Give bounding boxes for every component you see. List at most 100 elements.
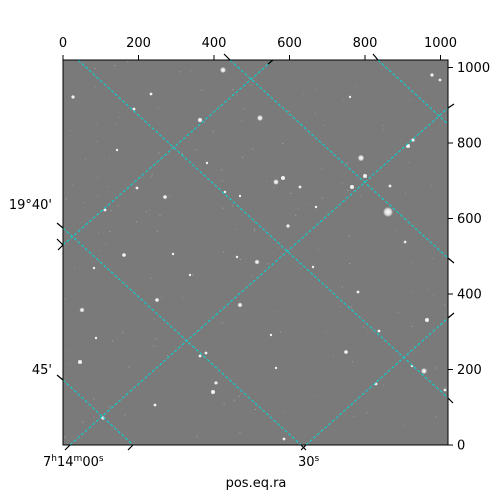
noise-speck (151, 173, 153, 175)
sky-image (63, 60, 448, 445)
noise-speck (427, 369, 429, 371)
noise-speck (201, 89, 203, 91)
noise-speck (84, 158, 86, 160)
noise-speck (397, 311, 399, 313)
right-tick-label: 800 (457, 137, 482, 152)
noise-speck (212, 130, 214, 132)
noise-speck (444, 313, 446, 315)
star (92, 266, 96, 270)
star (273, 179, 279, 185)
noise-speck (366, 412, 368, 414)
right-tick-label: 1000 (457, 61, 490, 76)
noise-speck (94, 68, 96, 70)
star (198, 354, 202, 358)
star (410, 364, 414, 368)
noise-speck (299, 268, 301, 270)
star (78, 360, 82, 364)
star (350, 185, 354, 189)
noise-speck (222, 207, 224, 209)
noise-speck (153, 318, 155, 320)
star (198, 118, 202, 122)
noise-speck (254, 230, 256, 232)
noise-speck (124, 414, 126, 416)
noise-speck (69, 362, 71, 364)
dec-grid-line (69, 107, 448, 445)
noise-speck (221, 180, 223, 182)
ra-grid-line (63, 227, 302, 445)
noise-speck (109, 231, 111, 233)
noise-speck (404, 424, 406, 426)
plot-frame (62, 59, 449, 446)
right-tick-label: 600 (457, 212, 482, 227)
noise-speck (190, 70, 192, 72)
noise-speck (305, 202, 307, 204)
noise-speck (65, 198, 67, 200)
noise-speck (433, 294, 435, 296)
star (286, 224, 290, 228)
top-tick-label: 0 (59, 36, 67, 51)
x-axis-title: pos.eq.ra (226, 476, 287, 491)
noise-speck (346, 162, 348, 164)
star (214, 381, 218, 385)
noise-speck (354, 85, 356, 87)
noise-speck (243, 108, 245, 110)
noise-speck (232, 205, 234, 207)
noise-speck (382, 124, 384, 126)
noise-speck (95, 122, 97, 124)
noise-speck (339, 306, 341, 308)
star (421, 368, 427, 374)
noise-speck (314, 112, 316, 114)
noise-speck (223, 251, 225, 253)
noise-speck (106, 186, 108, 188)
noise-speck (128, 366, 130, 368)
ra-tick-label: 7h14m00s (43, 454, 104, 470)
noise-speck (122, 332, 124, 334)
noise-speck (404, 192, 406, 194)
noise-speck (316, 89, 318, 91)
noise-speck (251, 275, 253, 277)
noise-speck (411, 263, 413, 265)
noise-speck (409, 100, 411, 102)
noise-speck (64, 436, 66, 438)
right-tick-label: 400 (457, 288, 482, 303)
noise-speck (72, 184, 74, 186)
noise-speck (321, 197, 323, 199)
noise-speck (195, 149, 197, 151)
noise-speck (135, 221, 137, 223)
noise-speck (167, 355, 169, 357)
noise-speck (96, 141, 98, 143)
noise-speck (82, 421, 84, 423)
noise-speck (96, 177, 98, 179)
noise-speck (169, 195, 171, 197)
noise-speck (325, 332, 327, 334)
noise-speck (382, 384, 384, 386)
noise-speck (278, 247, 280, 249)
noise-speck (254, 221, 256, 223)
noise-speck (172, 60, 174, 62)
star (430, 73, 434, 77)
noise-speck (115, 123, 117, 125)
noise-speck (360, 195, 362, 197)
noise-speck (317, 394, 319, 396)
noise-speck (82, 202, 84, 204)
noise-speck (159, 214, 161, 216)
noise-speck (266, 181, 268, 183)
noise-speck (428, 289, 430, 291)
noise-speck (430, 185, 432, 187)
star (348, 95, 352, 99)
noise-speck (148, 210, 150, 212)
star (220, 67, 226, 73)
star (357, 154, 365, 162)
noise-speck (251, 84, 253, 86)
star (363, 174, 367, 178)
noise-speck (342, 183, 344, 185)
noise-speck (93, 416, 95, 418)
noise-speck (412, 290, 414, 292)
noise-speck (221, 322, 223, 324)
noise-speck (114, 64, 116, 66)
star (282, 437, 286, 441)
noise-speck (253, 80, 255, 82)
noise-speck (435, 416, 437, 418)
noise-speck (442, 231, 444, 233)
